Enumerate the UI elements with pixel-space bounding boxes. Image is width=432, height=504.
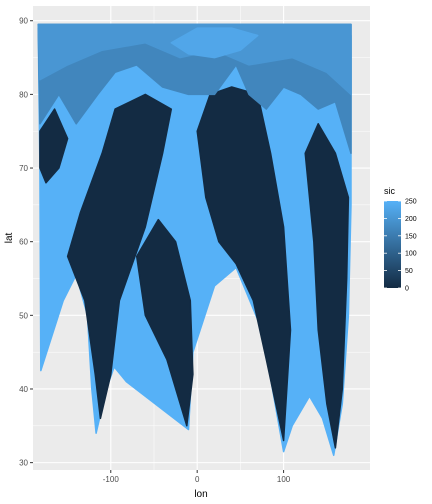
x-tick-label: -100: [103, 475, 120, 484]
y-axis-title: lat: [4, 232, 15, 243]
region-open-water-pacific: [66, 93, 173, 420]
legend-title: sic: [384, 186, 395, 196]
x-axis-title: lon: [194, 489, 207, 500]
axes: -100 0 100 30 40 50 60 70 80 90: [19, 17, 291, 484]
region-open-water-atlantic: [135, 218, 194, 427]
legend-break-label: 250: [405, 199, 417, 206]
legend-break-label: 50: [405, 268, 413, 275]
region-open-water-central: [196, 86, 292, 442]
legend-break-label: 0: [405, 286, 409, 293]
legend-break-label: 150: [405, 233, 417, 240]
x-tick-label: 100: [277, 475, 291, 484]
region-open-water-west: [39, 108, 69, 184]
x-tick-label: 0: [195, 475, 200, 484]
y-tick-label: 50: [19, 311, 28, 320]
legend-colorbar: [384, 201, 401, 288]
region-pole-highlight: [170, 27, 259, 59]
y-tick-label: 70: [19, 164, 28, 173]
legend-break-label: 200: [405, 216, 417, 223]
y-tick-label: 80: [19, 90, 28, 99]
y-tick-label: 60: [19, 238, 28, 247]
region-open-water-east: [304, 123, 350, 449]
y-tick-label: 40: [19, 385, 28, 394]
y-tick-label: 30: [19, 459, 28, 468]
legend-break-label: 100: [405, 251, 417, 258]
data-layer: [37, 23, 352, 457]
y-tick-label: 90: [19, 17, 28, 26]
legend: sic 250 200 150 100 50 0: [384, 186, 417, 293]
